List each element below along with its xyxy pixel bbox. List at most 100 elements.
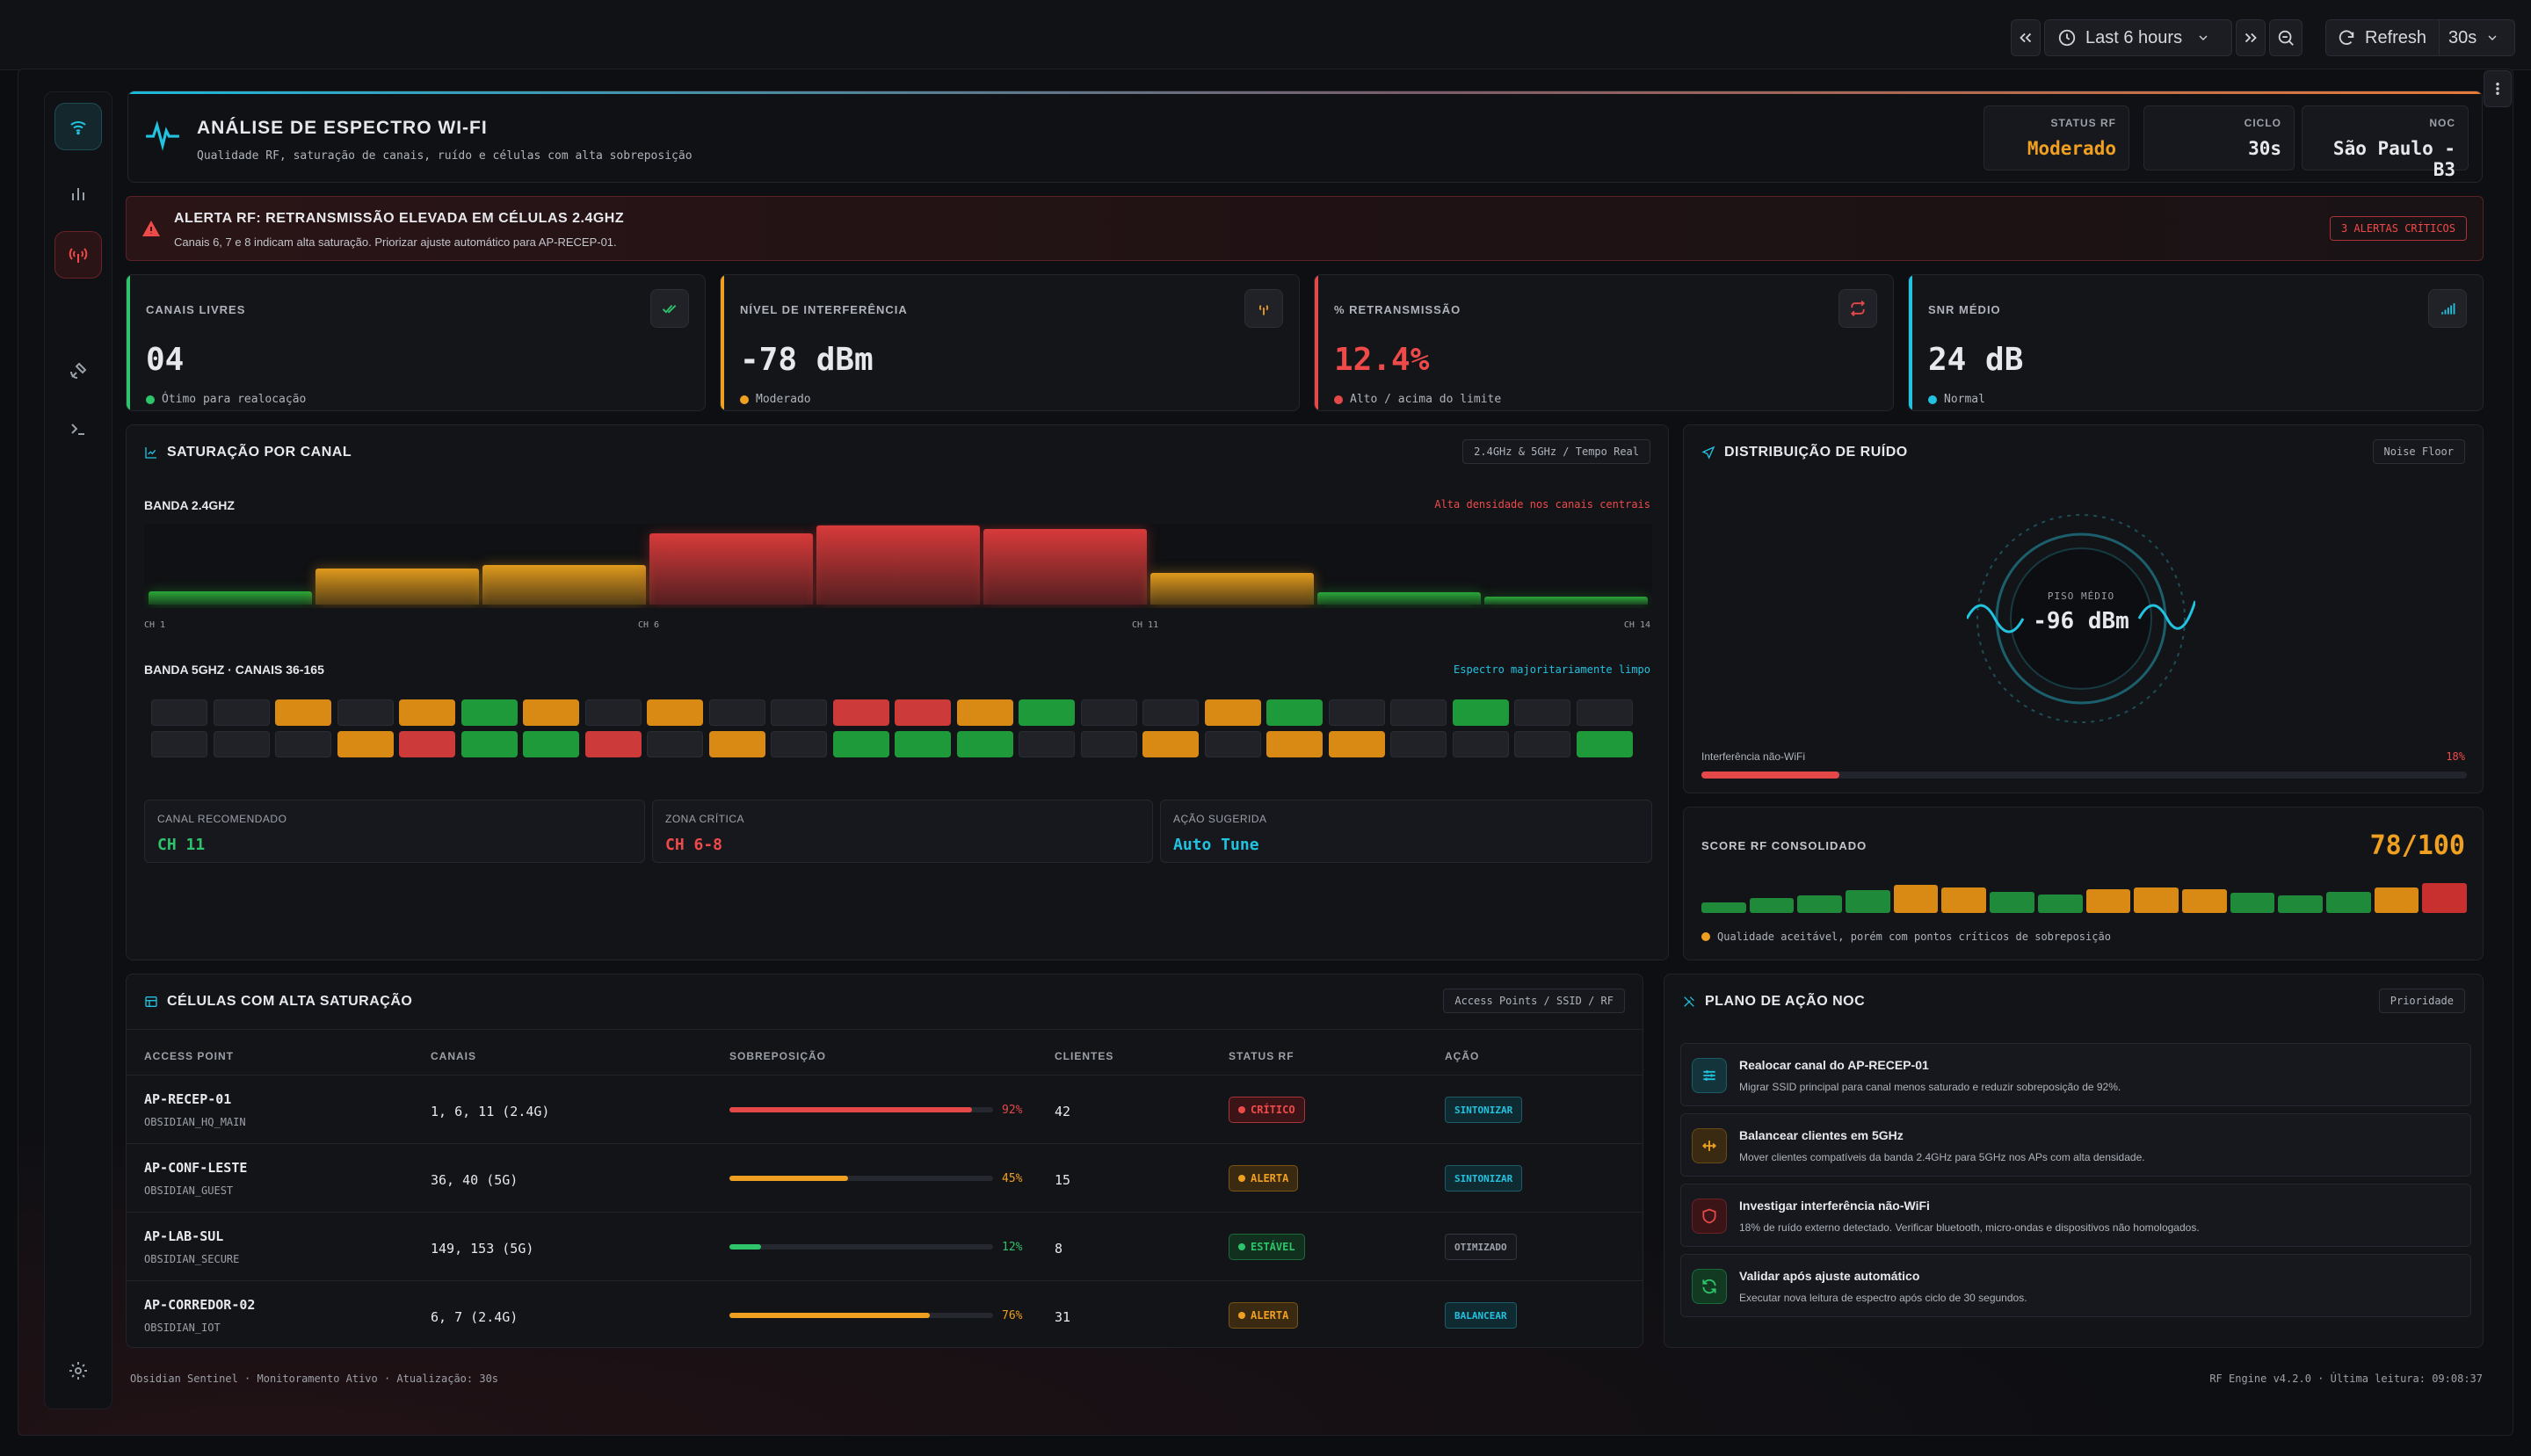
channel-saturation-panel: SATURAÇÃO POR CANAL 2.4GHz & 5GHz / Temp… xyxy=(126,424,1669,960)
band24-tick: CH 1 xyxy=(144,620,166,630)
plan-item[interactable]: Realocar canal do AP-RECEP-01 Migrar SSI… xyxy=(1680,1043,2471,1106)
kpi-free-channels: CANAIS LIVRES 04 Ótimo para realocação xyxy=(126,274,706,411)
plan-item-desc: 18% de ruído externo detectado. Verifica… xyxy=(1739,1221,2200,1234)
table-row[interactable]: AP-CONF-LESTE OBSIDIAN_GUEST 36, 40 (5G) 45… xyxy=(127,1143,1643,1212)
summary-critical-zone: ZONA CRÍTICA CH 6-8 xyxy=(652,800,1153,863)
chevrons-right-icon xyxy=(2245,33,2257,43)
score-bars xyxy=(1701,881,2467,913)
time-back-button[interactable] xyxy=(2011,19,2041,56)
channels-cell: 1, 6, 11 (2.4G) xyxy=(431,1104,550,1119)
sliders-icon xyxy=(1703,1070,1715,1081)
kpi-icon-box xyxy=(650,289,689,328)
column-header[interactable]: STATUS RF xyxy=(1229,1050,1295,1062)
column-header[interactable]: CANAIS xyxy=(431,1050,477,1062)
antenna-icon xyxy=(69,248,88,263)
cells-title-text: CÉLULAS COM ALTA SATURAÇÃO xyxy=(167,994,413,1009)
sidebar-item-antenna[interactable] xyxy=(54,231,102,279)
stat-cycle: CICLO 30s xyxy=(2143,105,2295,170)
overlap-value: 12% xyxy=(1002,1241,1023,1254)
ap-name: AP-CORREDOR-02 xyxy=(144,1297,256,1313)
critical-alerts-badge[interactable]: 3 ALERTAS CRÍTICOS xyxy=(2329,216,2467,241)
refresh-button-label[interactable]: Refresh xyxy=(2365,27,2427,47)
refresh-interval[interactable]: 30s xyxy=(2448,27,2477,47)
stat-label: STATUS RF xyxy=(2050,117,2116,129)
row-action-button[interactable]: SINTONIZAR xyxy=(1445,1165,1523,1192)
channel-cell xyxy=(1328,699,1385,726)
plan-item[interactable]: Balancear clientes em 5GHz Mover cliente… xyxy=(1680,1113,2471,1177)
arrows-split-icon xyxy=(1702,1141,1716,1151)
sidebar-item-wifi[interactable] xyxy=(54,103,102,150)
plan-item[interactable]: Investigar interferência não-WiFi 18% de… xyxy=(1680,1184,2471,1247)
rf-score-panel: SCORE RF CONSOLIDADO 78/100 Qualidade ac… xyxy=(1683,807,2484,960)
channel-bar xyxy=(816,525,980,605)
noise-floor-pill[interactable]: Noise Floor xyxy=(2372,439,2465,464)
channel-cell xyxy=(1080,731,1137,757)
table-row[interactable]: AP-LAB-SUL OBSIDIAN_SECURE 149, 153 (5G) 12… xyxy=(127,1212,1643,1280)
channel-cell xyxy=(1452,731,1509,757)
summary-value: CH 11 xyxy=(157,836,206,854)
kpi-sub: Moderado xyxy=(740,393,811,406)
row-action-button[interactable]: OTIMIZADO xyxy=(1445,1234,1517,1260)
score-bar xyxy=(2230,893,2275,913)
channel-cell xyxy=(584,731,642,757)
table-icon xyxy=(145,996,157,1007)
refresh-icon xyxy=(2339,30,2354,45)
summary-suggested-action: AÇÃO SUGERIDA Auto Tune xyxy=(1160,800,1652,863)
column-header[interactable]: CLIENTES xyxy=(1055,1050,1114,1062)
kpi-value: 24 dB xyxy=(1928,342,2024,378)
clients-count: 31 xyxy=(1055,1309,1071,1325)
bar-chart-icon xyxy=(72,188,84,200)
sidebar-item-settings[interactable] xyxy=(54,1347,102,1394)
sidebar-item-terminal[interactable] xyxy=(54,405,102,453)
refresh-control[interactable]: Refresh 30s xyxy=(2325,19,2515,56)
overlap-track xyxy=(729,1107,993,1112)
plan-icon-box xyxy=(1692,1199,1727,1234)
status-text: CRÍTICO xyxy=(1251,1104,1295,1116)
column-header[interactable]: SOBREPOSIÇÃO xyxy=(729,1050,827,1062)
alert-message: Canais 6, 7 e 8 indicam alta saturação. … xyxy=(174,235,617,249)
panel-menu-button[interactable] xyxy=(2484,70,2512,107)
channel-bar xyxy=(1484,597,1648,605)
header-accent-line xyxy=(128,91,2482,94)
score-bar xyxy=(1797,895,1843,913)
cells-pill[interactable]: Access Points / SSID / RF xyxy=(1443,989,1625,1013)
channel-cell xyxy=(1142,699,1199,726)
score-note-text: Qualidade aceitável, porém com pontos cr… xyxy=(1717,931,2111,943)
noise-title-text: DISTRIBUIÇÃO DE RUÍDO xyxy=(1724,445,1908,460)
column-header[interactable]: ACCESS POINT xyxy=(144,1050,235,1062)
footer-right: RF Engine v4.2.0 · Última leitura: 09:08… xyxy=(2209,1373,2483,1385)
summary-recommended-channel: CANAL RECOMENDADO CH 11 xyxy=(144,800,645,863)
footer-left: Obsidian Sentinel · Monitoramento Ativo … xyxy=(130,1373,499,1385)
wifi-icon xyxy=(70,121,86,135)
saturation-pill[interactable]: 2.4GHz & 5GHz / Tempo Real xyxy=(1462,439,1650,464)
clock-icon xyxy=(2058,29,2076,47)
refresh-icon xyxy=(1702,1279,1716,1294)
priority-pill[interactable]: Prioridade xyxy=(2378,989,2465,1013)
plan-item-desc: Migrar SSID principal para canal menos s… xyxy=(1739,1081,2121,1093)
score-note: Qualidade aceitável, porém com pontos cr… xyxy=(1701,931,2111,943)
plan-item-title: Balancear clientes em 5GHz xyxy=(1739,1128,1904,1142)
row-action-button[interactable]: SINTONIZAR xyxy=(1445,1097,1523,1123)
column-header[interactable]: AÇÃO xyxy=(1445,1050,1480,1062)
interference-label: Interferência não-WiFi xyxy=(1701,750,1806,763)
time-forward-button[interactable] xyxy=(2236,19,2266,56)
kpi-value: 12.4% xyxy=(1334,342,1430,378)
score-bar xyxy=(2037,895,2083,913)
kpi-icon-box xyxy=(1838,289,1877,328)
plan-item[interactable]: Validar após ajuste automático Executar … xyxy=(1680,1254,2471,1317)
kpi-sub-text: Moderado xyxy=(756,393,811,406)
score-bar xyxy=(2181,889,2227,913)
score-title: SCORE RF CONSOLIDADO xyxy=(1701,839,1867,852)
sidebar-item-satellite[interactable] xyxy=(54,347,102,395)
channel-cell xyxy=(399,731,455,757)
plan-item-title: Validar após ajuste automático xyxy=(1739,1269,1920,1283)
table-row[interactable]: AP-RECEP-01 OBSIDIAN_HQ_MAIN 1, 6, 11 (2.4… xyxy=(127,1075,1643,1143)
channel-cell xyxy=(708,699,765,726)
zoom-out-button[interactable] xyxy=(2269,19,2303,56)
cells-title: CÉLULAS COM ALTA SATURAÇÃO xyxy=(144,994,412,1010)
sidebar-item-charts[interactable] xyxy=(54,170,102,217)
score-value: 78/100 xyxy=(2369,830,2465,861)
row-action-button[interactable]: BALANCEAR xyxy=(1445,1302,1517,1329)
table-row[interactable]: AP-CORREDOR-02 OBSIDIAN_IOT 6, 7 (2.4G) 76%… xyxy=(127,1280,1643,1347)
time-range-picker[interactable]: Last 6 hours xyxy=(2044,19,2232,56)
